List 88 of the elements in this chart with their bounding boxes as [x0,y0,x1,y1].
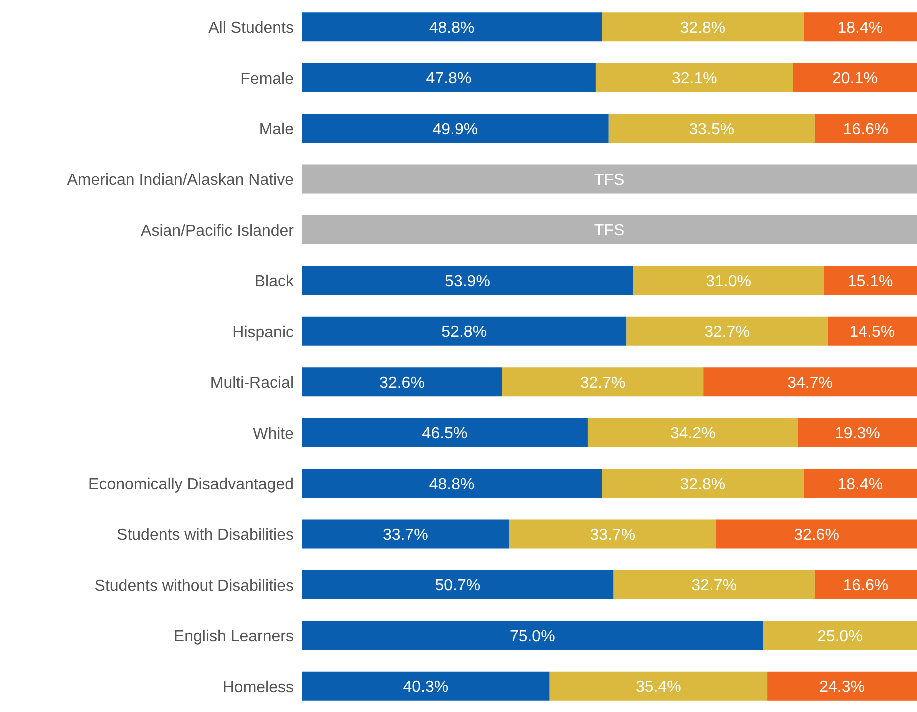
bar [763,621,917,650]
data-label: 14.5% [850,324,896,342]
y-tick-label: Hispanic [232,324,294,342]
bar [602,12,804,42]
bar [633,266,824,296]
y-tick-label: Male [259,121,294,138]
bar [602,469,804,498]
bar [716,520,917,549]
y-tick-label: Homeless [222,679,294,696]
bar [502,368,704,397]
data-label: 32.6% [380,374,425,392]
data-label: 35.4% [636,679,682,696]
y-tick-label: All Students [208,20,294,38]
data-label: 53.9% [445,273,490,290]
bar [614,570,815,600]
data-label: 24.3% [820,679,865,696]
y-tick-label: Asian/Pacific Islander [141,222,295,240]
bar [302,316,627,346]
y-tick-label: Students without Disabilities [94,578,294,595]
data-label: 19.3% [834,426,880,443]
data-label: 46.5% [422,426,468,443]
bar [588,418,798,448]
bar [302,368,502,397]
data-label: 34.7% [788,374,833,392]
data-label: 49.9% [432,121,478,138]
bar [302,114,609,144]
bar [302,266,634,296]
bar [804,469,917,498]
data-label: TFS [594,222,625,240]
bar [814,114,917,144]
data-label: TFS [594,172,625,189]
data-label: 32.1% [672,70,718,88]
y-tick-label: Students with Disabilities [117,527,294,544]
bar [828,316,917,346]
bar [596,63,794,92]
data-label: 18.4% [838,20,884,37]
data-label: 40.3% [403,679,449,696]
data-label: 32.8% [680,476,726,494]
bar [302,672,550,701]
data-label: 32.7% [692,578,738,595]
bar [814,570,917,600]
data-label: 32.7% [580,374,626,392]
data-label: 32.6% [794,526,840,544]
data-label: 18.4% [838,476,884,494]
bar [550,672,768,701]
data-label: 48.8% [429,20,475,37]
data-label: 32.7% [704,324,750,342]
data-label: 50.7% [435,578,481,595]
bar [804,12,917,42]
y-tick-label: English Learners [174,628,294,646]
bar [302,520,510,549]
data-label: 75.0% [510,628,556,646]
data-label: 33.5% [689,121,735,138]
y-tick-label: White [253,426,294,443]
bar [302,63,596,92]
data-label: 16.6% [843,121,889,138]
data-label: 16.6% [843,578,889,595]
bar [302,570,614,600]
bar [302,621,764,650]
data-label: 33.7% [382,526,428,544]
data-label: 47.8% [426,70,472,88]
data-label: 33.7% [590,526,636,544]
data-label: 25.0% [817,628,863,646]
y-tick-label: Multi-Racial [210,375,294,392]
bar [768,672,917,701]
bar [793,63,917,92]
y-tick-label: Economically Disadvantaged [88,476,294,494]
bar [626,316,828,346]
data-label: 34.2% [670,426,716,443]
data-label: 48.8% [429,476,475,494]
data-label: 31.0% [706,273,752,290]
y-tick-label: Black [254,274,295,291]
data-label: 20.1% [832,70,878,88]
bar [302,469,602,498]
bar [302,12,602,42]
bar [704,368,917,397]
bar [302,164,917,194]
bar [798,418,917,448]
data-label: 15.1% [848,273,894,290]
y-tick-label: Female [240,70,294,88]
bar [824,266,917,296]
y-tick-label: American Indian/Alaskan Native [67,172,294,190]
bar [608,114,815,144]
bar [509,520,717,549]
data-label: 32.8% [680,20,726,37]
bar [302,418,588,448]
data-label: 52.8% [442,324,488,342]
bar [302,216,917,245]
